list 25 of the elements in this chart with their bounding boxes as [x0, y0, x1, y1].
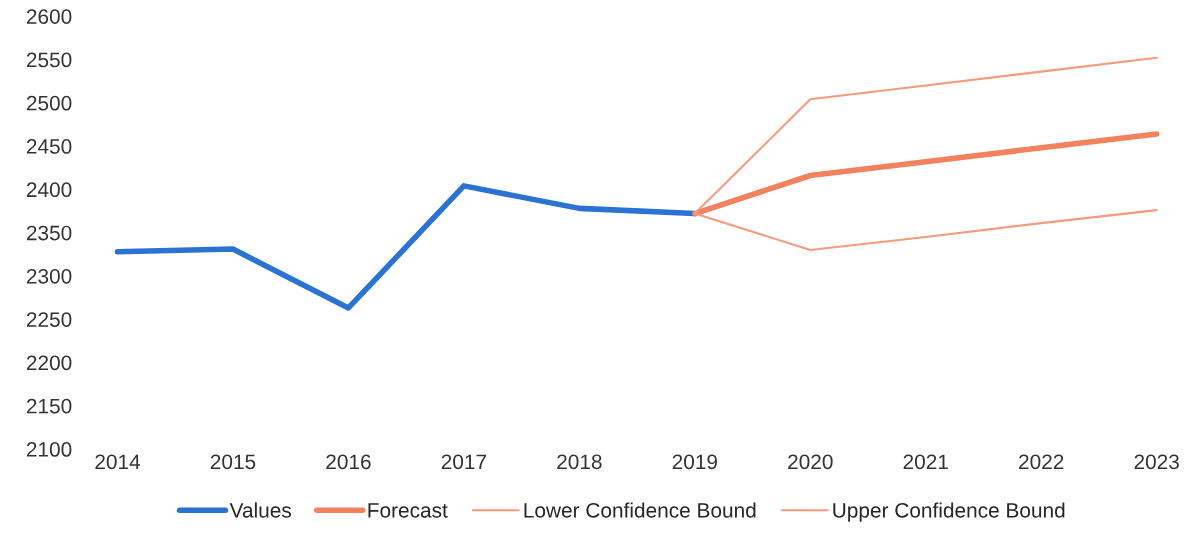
- y-tick-label: 2100: [26, 442, 72, 457]
- legend-label: Upper Confidence Bound: [833, 502, 1065, 522]
- legend-label: Values: [229, 502, 292, 518]
- x-tick-label: 2018: [557, 454, 602, 470]
- y-tick-label: 2300: [26, 268, 72, 284]
- y-tick-label: 2150: [26, 398, 72, 414]
- legend-label: Forecast: [368, 503, 448, 518]
- x-tick-label: 2021: [903, 454, 948, 470]
- y-tick-label: 2250: [26, 312, 72, 327]
- y-tick-label: 2350: [26, 225, 72, 241]
- x-tick-label: 2019: [672, 454, 717, 470]
- x-tick-label: 2014: [95, 454, 141, 470]
- y-tick-label: 2600: [26, 9, 72, 24]
- x-tick-label: 2022: [1019, 454, 1064, 470]
- x-tick-label: 2017: [441, 454, 487, 470]
- x-tick-label: 2016: [326, 454, 371, 470]
- x-tick-label: 2020: [788, 454, 833, 470]
- y-tick-label: 2500: [26, 95, 72, 111]
- x-tick-label: 2015: [210, 454, 256, 470]
- y-tick-label: 2450: [26, 139, 72, 154]
- y-tick-label: 2400: [26, 182, 72, 198]
- y-tick-label: 2550: [26, 52, 72, 68]
- y-tick-label: 2200: [26, 355, 72, 371]
- x-tick-label: 2023: [1134, 454, 1179, 470]
- legend-label: Lower Confidence Bound: [524, 502, 756, 518]
